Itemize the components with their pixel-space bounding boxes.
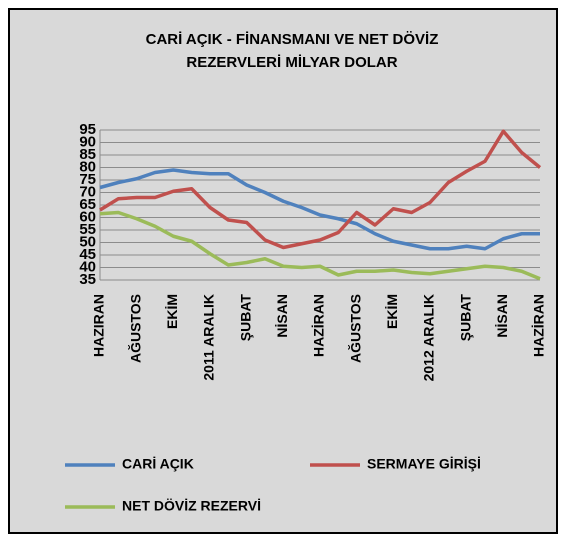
y-tick-label: 50 (79, 233, 96, 250)
y-tick-label: 60 (79, 208, 96, 225)
x-tick-label: 2012 ARALIK (421, 294, 437, 381)
y-tick-label: 90 (79, 133, 96, 150)
y-tick-label: 95 (79, 121, 96, 138)
series-line (99, 168, 540, 251)
x-tick-label: AĞUSTOS (126, 294, 143, 363)
chart-title: CARİ AÇIK - FİNANSMANI VE NET DÖVİZ REZER… (146, 31, 439, 71)
y-tick-label: 65 (79, 196, 96, 213)
x-tick-label: NİSAN (274, 294, 290, 338)
x-tick-label: HAZIRAN (91, 294, 107, 357)
x-tick-label: HAZİRAN (531, 294, 547, 357)
x-tick-label: 2011 ARALIK (201, 294, 217, 381)
y-tick-label: 85 (79, 146, 96, 163)
x-tick-label: ŞUBAT (457, 294, 473, 342)
legend-label: SERMAYE GİRİŞİ (367, 456, 481, 472)
series-line (99, 129, 542, 250)
y-tick-label: 75 (79, 171, 96, 188)
x-tick-label: EKİM (164, 294, 180, 329)
x-tick-label: HAZİRAN (311, 294, 327, 357)
x-tick-label: AĞUSTOS (346, 294, 363, 363)
x-tick-label: NİSAN (494, 294, 510, 338)
y-tick-label: 80 (79, 158, 96, 175)
series-line (99, 210, 541, 281)
y-tick-label: 45 (79, 246, 96, 263)
y-tick-label: 55 (79, 221, 96, 238)
y-tick-label: 40 (79, 258, 96, 275)
legend-label: CARİ AÇIK (122, 456, 194, 472)
y-tick-label: 70 (79, 183, 96, 200)
x-tick-label: ŞUBAT (237, 294, 253, 342)
x-tick-label: EKİM (384, 294, 400, 329)
y-tick-label: 35 (79, 271, 96, 288)
legend-label: NET DÖVİZ REZERVİ (122, 498, 261, 514)
